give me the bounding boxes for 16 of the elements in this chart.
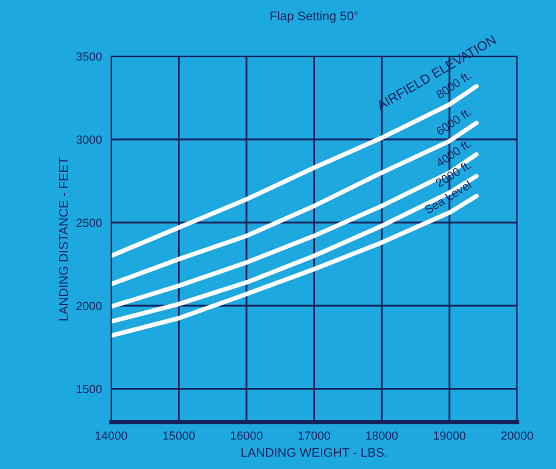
x-tick-label: 16000 (230, 431, 262, 440)
chart-title: Flap Setting 50° (270, 11, 358, 23)
y-tick-label: 3500 (76, 52, 102, 61)
x-tick-label: 20000 (501, 431, 534, 440)
y-tick-label: 1500 (76, 384, 102, 394)
x-tick-label: 19000 (434, 431, 466, 440)
x-axis-title: LANDING WEIGHT - LBS. (242, 448, 387, 457)
x-tick-label: 18000 (366, 431, 398, 440)
text: 6000 ft. (435, 107, 472, 136)
y-tick-label: 2000 (76, 302, 102, 310)
x-tick-label: 14000 (96, 431, 128, 440)
x-tick-label: 15000 (163, 431, 195, 440)
x-tick-label: 17000 (298, 431, 330, 440)
y-tick-label: 3000 (76, 135, 102, 144)
y-tick-label: 2500 (76, 218, 102, 227)
y-axis-title: LANDING DISTANCE - FEET (59, 157, 68, 320)
